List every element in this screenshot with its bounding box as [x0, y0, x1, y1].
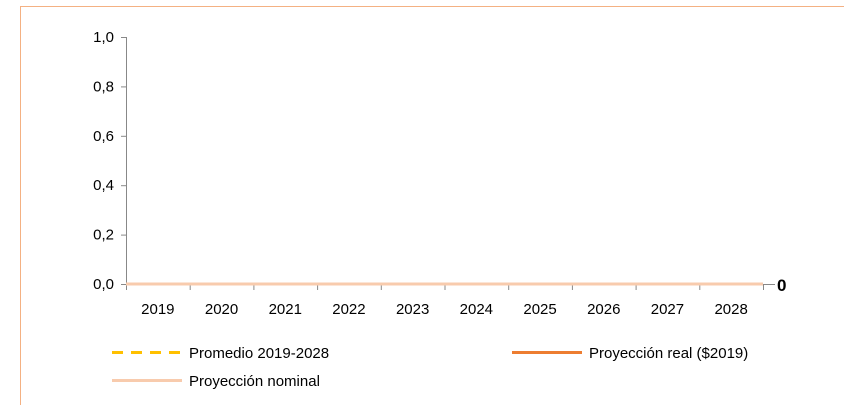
x-tick-label: 2021	[269, 301, 302, 318]
x-axis-ticks: 2019 2020 2021 2022 2023 2024 2025 2026 2027 2028	[126, 284, 764, 318]
y-tick-label: 1,0	[93, 29, 114, 46]
x-tick-label: 2023	[396, 301, 429, 318]
x-tick-label: 2020	[205, 301, 238, 318]
legend: Promedio 2019-2028 Proyección real ($2019…	[112, 345, 748, 390]
end-value-label: 0	[777, 276, 786, 295]
y-tick-label: 0,6	[93, 128, 114, 145]
y-axis-ticks: 0,0 0,2 0,4 0,6 0,8 1,0	[93, 29, 126, 293]
legend-label-0: Promedio 2019-2028	[189, 345, 329, 362]
legend-label-1: Proyección real ($2019)	[589, 345, 748, 362]
x-tick-label: 2028	[714, 301, 747, 318]
y-tick-label: 0,0	[93, 276, 114, 293]
x-tick-label: 2025	[523, 301, 556, 318]
axes	[126, 37, 775, 285]
legend-label-2: Proyección nominal	[189, 373, 320, 390]
y-tick-label: 0,4	[93, 177, 114, 194]
x-tick-label: 2026	[587, 301, 620, 318]
x-tick-label: 2022	[332, 301, 365, 318]
x-tick-label: 2024	[460, 301, 493, 318]
x-tick-label: 2019	[141, 301, 174, 318]
y-tick-label: 0,2	[93, 227, 114, 244]
y-tick-label: 0,8	[93, 78, 114, 95]
x-tick-label: 2027	[651, 301, 684, 318]
